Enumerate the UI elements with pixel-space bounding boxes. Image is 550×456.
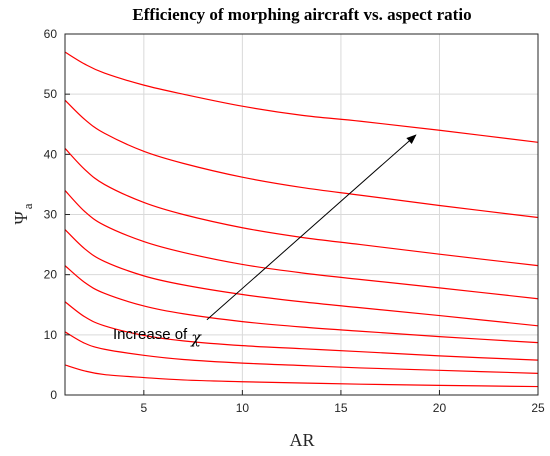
y-tick-label: 30: [44, 208, 58, 222]
y-tick-label: 40: [44, 147, 58, 161]
chart-title: Efficiency of morphing aircraft vs. aspe…: [132, 5, 471, 24]
y-axis-label-main: Ψ: [11, 211, 31, 225]
y-tick-label: 10: [44, 328, 58, 342]
annotation-label: Increase of χ: [113, 326, 202, 347]
series-line-1: [64, 51, 539, 143]
y-ticks: 0 10 20 30 40 50 60: [44, 27, 70, 402]
series-line-2: [64, 99, 539, 219]
series-line-5: [64, 229, 539, 327]
y-tick-label: 20: [44, 268, 58, 282]
y-axis-label: Ψa: [11, 203, 35, 224]
y-tick-label: 60: [44, 27, 58, 41]
x-tick-label: 5: [140, 401, 147, 415]
annotation-arrow: [206, 134, 417, 321]
annotation-symbol: χ: [190, 328, 202, 347]
x-axis-label: AR: [289, 430, 314, 450]
y-axis-label-sub: a: [20, 203, 35, 209]
svg-text:Ψa: Ψa: [11, 203, 35, 224]
annotation-text: Increase of: [113, 326, 188, 343]
series-line-3: [64, 147, 539, 267]
x-tick-label: 20: [433, 401, 447, 415]
y-tick-label: 0: [50, 388, 57, 402]
x-tick-label: 25: [531, 401, 545, 415]
x-tick-label: 15: [334, 401, 348, 415]
series-line-9: [64, 364, 539, 388]
y-tick-label: 50: [44, 87, 58, 101]
x-tick-label: 10: [236, 401, 250, 415]
curves: [64, 51, 539, 388]
series-line-4: [64, 190, 539, 300]
x-ticks: 5 10 15 20 25: [140, 390, 545, 415]
series-line-8: [64, 331, 539, 374]
series-line-7: [64, 301, 539, 361]
series-line-6: [64, 265, 539, 344]
